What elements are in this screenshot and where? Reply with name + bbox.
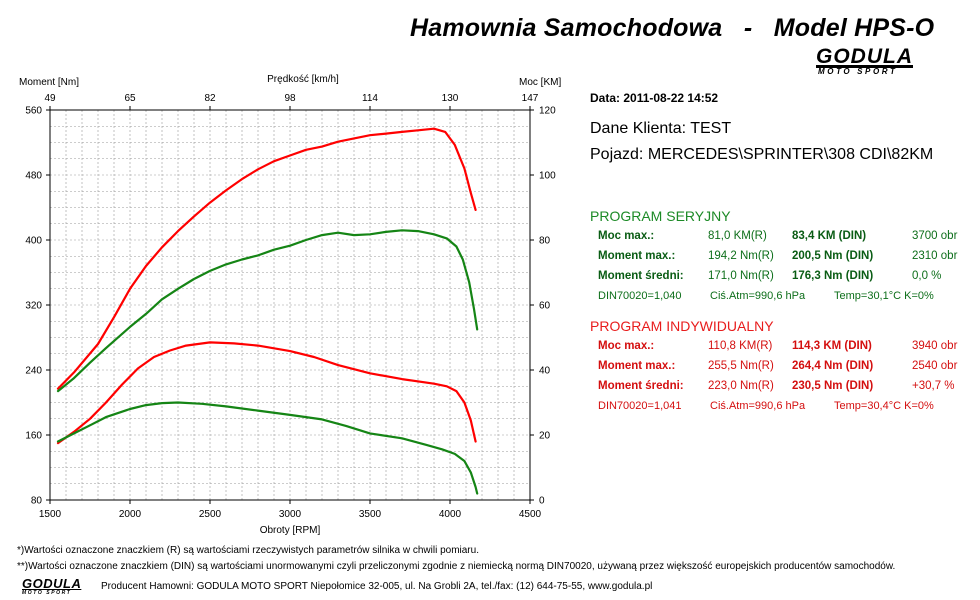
individual-power-r: 110,8 KM(R) — [708, 340, 773, 352]
top-tick-label: 82 — [204, 93, 216, 104]
individual-program-title: PROGRAM INDYWIDUALNY — [590, 318, 774, 334]
x-tick-label: 2500 — [199, 509, 222, 520]
y-right-tick-label: 80 — [539, 236, 551, 247]
individual-row-conditions: DIN70020=1,041 Ciś.Atm=990,6 hPa Temp=30… — [598, 400, 968, 417]
individual-row-torque: Moment max.: 255,5 Nm(R) 264,4 Nm (DIN) … — [598, 360, 968, 377]
vehicle-name: Pojazd: MERCEDES\SPRINTER\308 CDI\82KM — [590, 146, 934, 163]
y-left-axis-title: Moment [Nm] — [19, 77, 79, 88]
series-line-4 — [56, 401, 479, 495]
serial-power-din: 83,4 KM (DIN) — [792, 230, 867, 242]
x-tick-label: 3000 — [279, 509, 302, 520]
measurement-date: Data: 2011-08-22 14:52 — [590, 91, 719, 105]
x-tick-label: 4000 — [439, 509, 462, 520]
serial-torque-rpm: 2310 obr — [912, 250, 958, 262]
page-title: Hamownia Samochodowa - Model HPS-O — [410, 14, 935, 42]
individual-din-factor: DIN70020=1,041 — [598, 400, 682, 412]
serial-power-label: Moc max.: — [598, 230, 655, 242]
individual-temp: Temp=30,4°C K=0% — [834, 400, 934, 412]
logo-sub-text: MOTO SPORT — [818, 67, 898, 76]
individual-pressure: Ciś.Atm=990,6 hPa — [710, 400, 806, 412]
individual-row-avg: Moment średni: 223,0 Nm(R) 230,5 Nm (DIN… — [598, 380, 968, 397]
individual-row-power: Moc max.: 110,8 KM(R) 114,3 KM (DIN) 394… — [598, 340, 968, 357]
serial-row-power: Moc max.: 81,0 KM(R) 83,4 KM (DIN) 3700 … — [598, 230, 968, 247]
godula-logo: GODULA MOTO SPORT — [816, 45, 930, 76]
serial-avg-r: 171,0 Nm(R) — [708, 270, 774, 282]
y-right-tick-label: 60 — [539, 301, 551, 312]
serial-temp: Temp=30,1°C K=0% — [834, 290, 934, 302]
series-line-2 — [56, 229, 479, 393]
y-right-tick-label: 40 — [539, 366, 551, 377]
x-axis-title: Obroty [RPM] — [260, 525, 321, 536]
y-left-tick-label: 400 — [25, 236, 42, 247]
y-right-tick-label: 20 — [539, 431, 551, 442]
x-tick-label: 2000 — [119, 509, 142, 520]
top-tick-label: 130 — [442, 93, 459, 104]
series-layer — [56, 127, 479, 495]
x-tick-label: 3500 — [359, 509, 382, 520]
client-name: Dane Klienta: TEST — [590, 120, 732, 137]
footer-logo: GODULA MOTO SPORT — [22, 577, 94, 597]
serial-avg-label: Moment średni: — [598, 270, 684, 282]
serial-torque-r: 194,2 Nm(R) — [708, 250, 774, 262]
y-left-tick-label: 480 — [25, 171, 42, 182]
top-axis-title: Prędkość [km/h] — [267, 74, 339, 85]
top-tick-label: 114 — [362, 93, 378, 104]
individual-power-label: Moc max.: — [598, 340, 655, 352]
individual-avg-r: 223,0 Nm(R) — [708, 380, 774, 392]
individual-avg-din: 230,5 Nm (DIN) — [792, 380, 874, 392]
serial-row-avg: Moment średni: 171,0 Nm(R) 176,3 Nm (DIN… — [598, 270, 968, 287]
serial-row-torque: Moment max.: 194,2 Nm(R) 200,5 Nm (DIN) … — [598, 250, 968, 267]
serial-power-rpm: 3700 obr — [912, 230, 958, 242]
y-left-tick-label: 80 — [31, 496, 43, 507]
x-tick-label: 4500 — [519, 509, 542, 520]
individual-power-din: 114,3 KM (DIN) — [792, 340, 872, 352]
serial-avg-pct: 0,0 % — [912, 270, 942, 282]
x-tick-label: 1500 — [39, 509, 62, 520]
y-left-tick-label: 240 — [25, 366, 42, 377]
footer-logo-main: GODULA — [22, 576, 82, 591]
series-line-3 — [56, 341, 477, 445]
serial-row-conditions: DIN70020=1,040 Ciś.Atm=990,6 hPa Temp=30… — [598, 290, 968, 307]
y-right-tick-label: 100 — [539, 171, 556, 182]
footnote-r: *)Wartości oznaczone znaczkiem (R) są wa… — [17, 545, 479, 556]
individual-avg-label: Moment średni: — [598, 380, 684, 392]
y-left-tick-label: 320 — [25, 301, 42, 312]
footnote-din: **)Wartości oznaczone znaczkiem (DIN) są… — [17, 561, 896, 572]
top-tick-label: 65 — [124, 93, 136, 104]
serial-program-title: PROGRAM SERYJNY — [590, 208, 731, 224]
y-right-tick-label: 120 — [539, 106, 556, 117]
y-left-tick-label: 560 — [25, 106, 42, 117]
y-right-axis-title: Moc [KM] — [519, 77, 561, 88]
individual-torque-label: Moment max.: — [598, 360, 676, 372]
individual-torque-din: 264,4 Nm (DIN) — [792, 360, 874, 372]
producer-info: Producent Hamowni: GODULA MOTO SPORT Nie… — [101, 581, 653, 592]
serial-torque-din: 200,5 Nm (DIN) — [792, 250, 874, 262]
individual-power-rpm: 3940 obr — [912, 340, 958, 352]
top-tick-label: 49 — [44, 93, 56, 104]
serial-din-factor: DIN70020=1,040 — [598, 290, 682, 302]
serial-pressure: Ciś.Atm=990,6 hPa — [710, 290, 806, 302]
logo-main-text: GODULA — [816, 45, 913, 68]
series-line-1 — [56, 127, 477, 390]
serial-avg-din: 176,3 Nm (DIN) — [792, 270, 874, 282]
y-right-tick-label: 0 — [539, 496, 545, 507]
individual-torque-rpm: 2540 obr — [912, 360, 958, 372]
top-tick-label: 98 — [284, 93, 296, 104]
individual-torque-r: 255,5 Nm(R) — [708, 360, 774, 372]
top-tick-label: 147 — [522, 93, 539, 104]
footer-logo-sub: MOTO SPORT — [22, 590, 72, 596]
serial-torque-label: Moment max.: — [598, 250, 676, 262]
serial-power-r: 81,0 KM(R) — [708, 230, 767, 242]
y-left-tick-label: 160 — [25, 431, 42, 442]
individual-avg-pct: +30,7 % — [912, 380, 955, 392]
